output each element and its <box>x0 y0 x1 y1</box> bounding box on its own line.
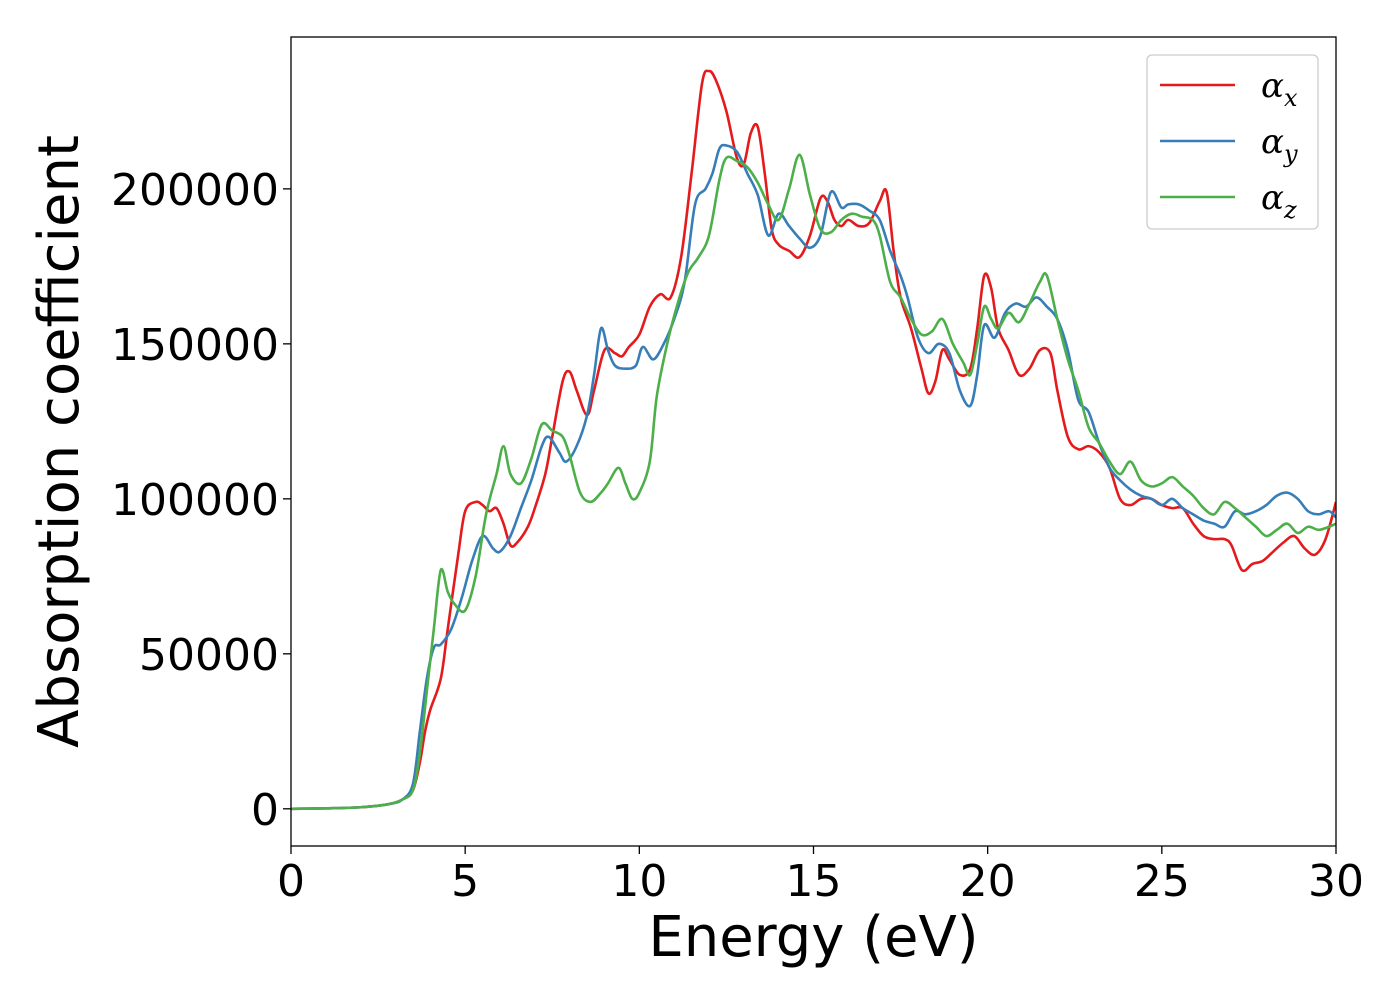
x-axis: 0 5 10 15 20 25 30 <box>277 846 1364 907</box>
y-tick-label: 100000 <box>111 475 279 526</box>
series-line-y <box>291 143 1336 811</box>
legend-label-y: αy <box>1261 122 1298 168</box>
y-tick-label: 50000 <box>139 630 279 681</box>
legend-label-base: α <box>1261 178 1284 218</box>
y-tick-label: 0 <box>251 785 279 836</box>
y-tick-label: 150000 <box>111 320 279 371</box>
x-tick-label: 20 <box>960 856 1016 907</box>
x-tick-label: 10 <box>611 856 667 907</box>
legend-label-base: α <box>1261 66 1284 106</box>
series-line-z <box>291 153 1336 811</box>
legend-label-subscript: x <box>1284 84 1298 112</box>
x-tick-label: 0 <box>277 856 305 907</box>
x-axis-title: Energy (eV) <box>648 905 978 970</box>
legend-label-x: αx <box>1261 66 1298 112</box>
legend-label-subscript: z <box>1283 196 1297 224</box>
legend-label-base: α <box>1261 122 1284 162</box>
legend-label-subscript: y <box>1283 140 1298 168</box>
x-tick-label: 25 <box>1134 856 1190 907</box>
legend-label-z: αz <box>1261 178 1297 224</box>
y-axis-title: Absorption coefficient <box>27 135 92 748</box>
x-tick-label: 30 <box>1308 856 1364 907</box>
x-tick-label: 15 <box>786 856 842 907</box>
x-tick-label: 5 <box>451 856 479 907</box>
y-axis: 0 50000 100000 150000 200000 <box>111 165 291 836</box>
series-layer <box>291 69 1336 811</box>
y-tick-label: 200000 <box>111 165 279 216</box>
